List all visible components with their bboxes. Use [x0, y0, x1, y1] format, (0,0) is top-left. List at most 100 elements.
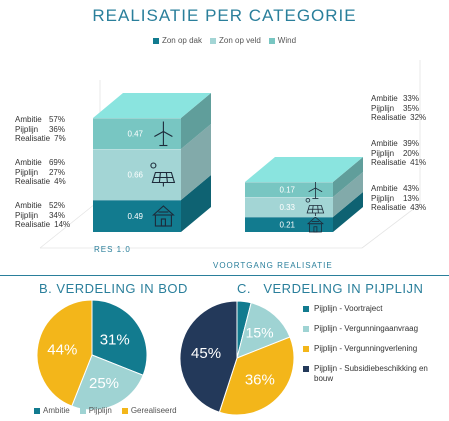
- legend-label: Pijplijn - Subsidiebeschikking en bouw: [314, 364, 428, 383]
- legend-swatch: [34, 407, 40, 414]
- legend-swatch: [79, 407, 86, 414]
- label-row: Ambitie 57%: [15, 115, 65, 125]
- cube-side: [333, 172, 363, 217]
- label-name: Ambitie: [371, 139, 398, 148]
- panel-grid: [165, 172, 168, 183]
- panel-frame: [151, 171, 176, 184]
- left-labels-dak: Ambitie 52% Pijplijn 34% Realisatie 14%: [15, 201, 70, 230]
- chart-floor: [39, 60, 421, 249]
- right-labels-dak: Ambitie 43% Pijplijn 13% Realisatie 43%: [371, 184, 426, 213]
- label-row: Ambitie 43%: [371, 184, 419, 194]
- label-row: Pijplijn 34%: [15, 211, 65, 221]
- cube-stacks: 0.49 0.66 0.47 0.21 0.33 0.17: [93, 93, 363, 233]
- cube-side: [181, 175, 211, 232]
- bar-value-label: 0.21: [279, 221, 295, 230]
- label-name: Realisatie: [15, 177, 51, 186]
- pie-b-legend: Ambitie Pijplijn Gerealiseerd: [34, 406, 187, 416]
- right-labels-wind: Ambitie 33% Pijplijn 35% Realisatie 32%: [371, 94, 426, 123]
- label-value: 34%: [48, 210, 65, 220]
- legend-label: Pijplijn - Vergunningverlening: [314, 344, 418, 353]
- pie-slice: [71, 354, 144, 411]
- label-value: 33%: [402, 94, 419, 103]
- label-value: 32%: [410, 113, 427, 122]
- label-row: Realisatie 32%: [371, 113, 426, 123]
- label-value: 69%: [48, 158, 65, 167]
- label-name: Pijplijn: [15, 124, 39, 134]
- section-divider: [0, 275, 449, 276]
- top-legend: Zon op dak Zon op veld Wind: [0, 36, 449, 46]
- bar-value-label: 0.47: [127, 130, 143, 139]
- pie-slice: [179, 300, 238, 413]
- legend-label: Zon op veld: [218, 36, 261, 45]
- label-name: Ambitie: [15, 158, 42, 167]
- chart-title: REALISATIE PER CATEGORIE: [92, 6, 357, 25]
- bar-value-label: 0.17: [279, 186, 295, 195]
- label-row: Pijplijn 35%: [371, 104, 419, 114]
- solar-panel-icon: [150, 162, 176, 187]
- label-value: 36%: [48, 124, 65, 134]
- pie-value-label: 36%: [245, 371, 275, 388]
- label-name: Realisatie: [371, 113, 407, 122]
- legend-swatch: [268, 37, 275, 44]
- pie-b-title: B. VERDELING IN BOD: [39, 281, 188, 296]
- label-value: 20%: [402, 148, 419, 158]
- label-value: 14%: [54, 220, 71, 229]
- pie-value-label: 44%: [47, 341, 77, 358]
- wind-turbine-icon: [308, 180, 323, 199]
- label-row: Realisatie 7%: [15, 134, 66, 144]
- legend-item: Wind: [268, 36, 296, 45]
- pie-value-label: 25%: [89, 375, 119, 392]
- legend-swatch: [303, 346, 309, 352]
- cube-front: [93, 200, 181, 232]
- pie-b-legend-item: Pijplijn: [79, 406, 112, 415]
- label-row: Realisatie 14%: [15, 220, 70, 230]
- cube-front: [245, 197, 333, 217]
- cube-top: [93, 93, 211, 118]
- pie-charts: 31%25%44% 4%15%36%45%: [36, 299, 295, 416]
- pie-b-legend-item: Gerealiseerd: [121, 406, 177, 415]
- legend-swatch: [303, 306, 309, 312]
- label-name: Ambitie: [15, 115, 42, 124]
- floor-line: [39, 199, 101, 249]
- legend-label: Pijplijn: [88, 406, 112, 415]
- sun: [150, 162, 157, 169]
- bar-value-label: 0.49: [127, 212, 143, 221]
- wind-turbine-icon: [154, 121, 173, 147]
- pie-value-label: 31%: [100, 332, 130, 349]
- label-name: Ambitie: [371, 94, 398, 103]
- turbine-blade: [308, 187, 316, 193]
- pie-b-legend-item: Ambitie: [34, 406, 70, 415]
- left-labels-veld: Ambitie 69% Pijplijn 27% Realisatie 4%: [15, 158, 66, 187]
- legend-swatch: [152, 37, 159, 44]
- legend-label: Pijplijn - Voortraject: [314, 304, 383, 313]
- label-row: Ambitie 33%: [371, 94, 419, 104]
- label-value: 13%: [402, 193, 419, 203]
- label-row: Pijplijn 20%: [371, 149, 419, 159]
- label-row: Pijplijn 27%: [15, 168, 65, 178]
- label-row: Ambitie 39%: [371, 139, 419, 149]
- label-name: Ambitie: [15, 201, 42, 210]
- label-row: Ambitie 69%: [15, 158, 65, 168]
- label-value: 41%: [410, 158, 427, 167]
- label-value: 27%: [48, 167, 65, 177]
- panel-grid: [158, 172, 161, 183]
- pie-verdeling-bod: 31% 25% 44%: [36, 299, 148, 411]
- turbine-blade: [154, 131, 164, 137]
- pie-c-legend-item: Pijplijn - Vergunningverlening: [303, 344, 448, 354]
- legend-label: Pijplijn - Vergunningaanvraag: [314, 324, 419, 333]
- bar-chart-3d: 0.49 0.66 0.47 0.21 0.33 0.17: [39, 60, 421, 249]
- cube-side: [333, 157, 363, 197]
- label-row: Realisatie 43%: [371, 203, 426, 213]
- pie-c-legend-item: Pijplijn - Subsidiebeschikking en bouw: [303, 364, 448, 384]
- pie-slice: [91, 299, 148, 376]
- label-name: Realisatie: [15, 134, 51, 143]
- label-name: Pijplijn: [15, 167, 39, 177]
- legend-label: Ambitie: [43, 406, 70, 415]
- pie-value-label: 15%: [246, 324, 274, 340]
- house-solar-icon: [151, 205, 175, 227]
- legend-swatch: [303, 326, 309, 332]
- label-value: 52%: [48, 201, 65, 210]
- label-value: 7%: [54, 134, 66, 143]
- left-labels-wind: Ambitie 57% Pijplijn 36% Realisatie 7%: [15, 115, 66, 144]
- x-label-res: RES 1.0: [94, 245, 131, 254]
